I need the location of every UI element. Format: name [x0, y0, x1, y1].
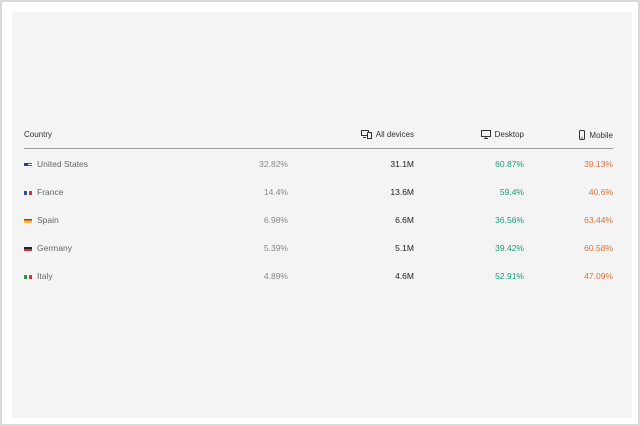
share-cell: 4.89% [263, 271, 288, 281]
all-devices-cell: 31.1M [390, 159, 414, 169]
table-row[interactable]: United States 32.82% 31.1M 60.87% 39.13% [24, 149, 613, 177]
all-devices-cell: 6.6M [395, 215, 414, 225]
column-label-country: Country [24, 130, 53, 139]
table-row[interactable]: Germany 5.39% 5.1M 39.42% 60.58% [24, 233, 613, 261]
country-name: United States [37, 159, 89, 169]
share-cell: 32.82% [259, 159, 288, 169]
table-row[interactable]: France 14.4% 13.6M 59.4% 40.6% [24, 177, 613, 205]
country-cell: France [24, 187, 63, 197]
desktop-cell: 52.91% [495, 271, 524, 281]
flag-us-icon [24, 161, 32, 167]
flag-de-icon [24, 245, 32, 251]
country-name: Germany [37, 243, 72, 253]
column-label-mobile: Mobile [589, 130, 613, 140]
country-cell: Spain [24, 215, 59, 225]
flag-it-icon [24, 273, 32, 279]
devices-icon [360, 130, 372, 139]
country-cell: Germany [24, 243, 72, 253]
country-name: Spain [37, 215, 59, 225]
mobile-cell: 40.6% [588, 187, 613, 197]
all-devices-cell: 13.6M [390, 187, 414, 197]
column-label-all-devices: All devices [375, 130, 414, 139]
desktop-cell: 60.87% [495, 159, 524, 169]
country-name: France [37, 187, 64, 197]
all-devices-cell: 5.1M [395, 243, 414, 253]
column-header-desktop[interactable]: Desktop [480, 130, 524, 139]
mobile-cell: 39.13% [584, 159, 613, 169]
table-row[interactable]: Italy 4.89% 4.6M 52.91% 47.09% [24, 261, 613, 289]
table-row[interactable]: Spain 6.98% 6.6M 36.56% 63.44% [24, 205, 613, 233]
flag-es-icon [24, 217, 32, 223]
all-devices-cell: 4.6M [395, 271, 414, 281]
desktop-cell: 59.4% [499, 187, 524, 197]
mobile-cell: 63.44% [584, 215, 613, 225]
column-header-mobile[interactable]: Mobile [579, 130, 613, 140]
share-cell: 6.98% [263, 215, 288, 225]
column-label-desktop: Desktop [494, 130, 524, 139]
table-header: Country All devices [24, 124, 613, 149]
country-name: Italy [37, 271, 53, 281]
country-cell: United States [24, 159, 88, 169]
column-header-country[interactable]: Country [24, 130, 52, 139]
country-cell: Italy [24, 271, 53, 281]
column-header-all-devices[interactable]: All devices [360, 130, 414, 139]
content-panel: Country All devices [12, 12, 632, 418]
mobile-icon [579, 130, 586, 140]
share-cell: 5.39% [263, 243, 288, 253]
desktop-cell: 39.42% [495, 243, 524, 253]
country-devices-table: Country All devices [24, 124, 613, 289]
mobile-cell: 47.09% [584, 271, 613, 281]
desktop-icon [480, 130, 491, 139]
share-cell: 14.4% [263, 187, 288, 197]
mobile-cell: 60.58% [584, 243, 613, 253]
desktop-cell: 36.56% [495, 215, 524, 225]
flag-fr-icon [24, 189, 32, 195]
